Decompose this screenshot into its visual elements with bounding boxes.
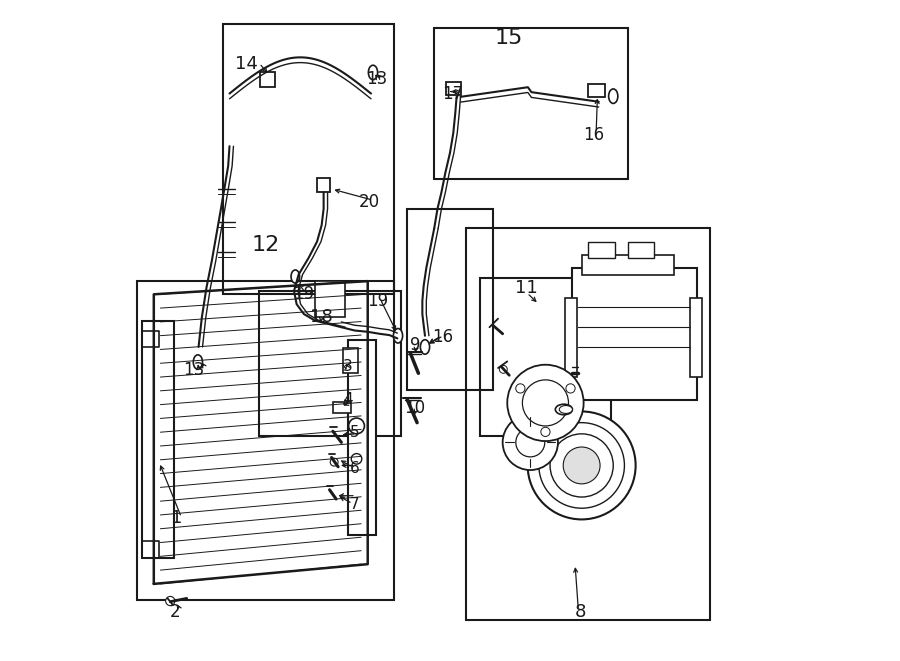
Ellipse shape: [291, 270, 300, 283]
Text: 13: 13: [183, 361, 204, 379]
Bar: [565, 297, 577, 377]
Bar: [333, 403, 351, 412]
Text: 7: 7: [350, 498, 359, 512]
Bar: [260, 73, 274, 87]
Circle shape: [539, 422, 625, 508]
Bar: [223, 24, 394, 294]
Circle shape: [516, 384, 525, 393]
Text: 15: 15: [494, 28, 523, 48]
Bar: [589, 242, 615, 258]
Ellipse shape: [420, 340, 429, 354]
Circle shape: [550, 434, 613, 497]
Text: 8: 8: [574, 603, 586, 621]
Circle shape: [508, 365, 583, 441]
Circle shape: [503, 414, 558, 470]
Bar: [259, 291, 400, 436]
Bar: [317, 178, 330, 192]
Text: 18: 18: [310, 308, 332, 327]
Circle shape: [166, 596, 175, 605]
Text: 6: 6: [350, 461, 359, 476]
Bar: [446, 82, 461, 95]
Text: 19: 19: [367, 292, 388, 310]
Circle shape: [527, 411, 635, 520]
Ellipse shape: [555, 405, 572, 414]
Circle shape: [522, 380, 569, 426]
Text: 20: 20: [359, 193, 381, 211]
Bar: [572, 268, 697, 400]
Bar: [589, 84, 605, 97]
Text: 9: 9: [410, 336, 420, 354]
Bar: [690, 297, 702, 377]
Circle shape: [351, 453, 362, 464]
Bar: [466, 229, 710, 620]
Circle shape: [516, 428, 544, 457]
Text: 12: 12: [252, 235, 280, 255]
Bar: [138, 281, 394, 600]
Bar: [348, 340, 375, 535]
Ellipse shape: [608, 89, 617, 103]
Circle shape: [566, 384, 575, 393]
Circle shape: [563, 447, 600, 484]
Bar: [142, 321, 174, 558]
Bar: [344, 348, 358, 373]
Text: 4: 4: [343, 392, 353, 407]
Text: 13: 13: [365, 70, 387, 88]
Text: 3: 3: [343, 359, 353, 374]
Text: 2: 2: [170, 603, 181, 621]
Ellipse shape: [393, 329, 402, 343]
Bar: [627, 242, 654, 258]
Bar: [315, 281, 345, 317]
Text: 11: 11: [515, 279, 537, 297]
Circle shape: [330, 458, 338, 466]
Circle shape: [541, 427, 550, 436]
Text: 10: 10: [405, 399, 426, 417]
Text: 5: 5: [350, 425, 359, 440]
Text: 16: 16: [583, 126, 604, 144]
Bar: [581, 254, 674, 274]
Bar: [407, 209, 493, 390]
Circle shape: [500, 366, 508, 373]
Text: 19: 19: [293, 286, 314, 303]
Text: 16: 16: [432, 328, 454, 346]
Text: 1: 1: [171, 509, 183, 527]
Circle shape: [348, 418, 364, 434]
Bar: [480, 278, 611, 436]
Ellipse shape: [368, 65, 378, 80]
Text: 17: 17: [442, 85, 464, 102]
Ellipse shape: [194, 355, 202, 369]
Ellipse shape: [559, 406, 572, 413]
Bar: [434, 28, 627, 179]
Text: 14: 14: [235, 55, 257, 73]
